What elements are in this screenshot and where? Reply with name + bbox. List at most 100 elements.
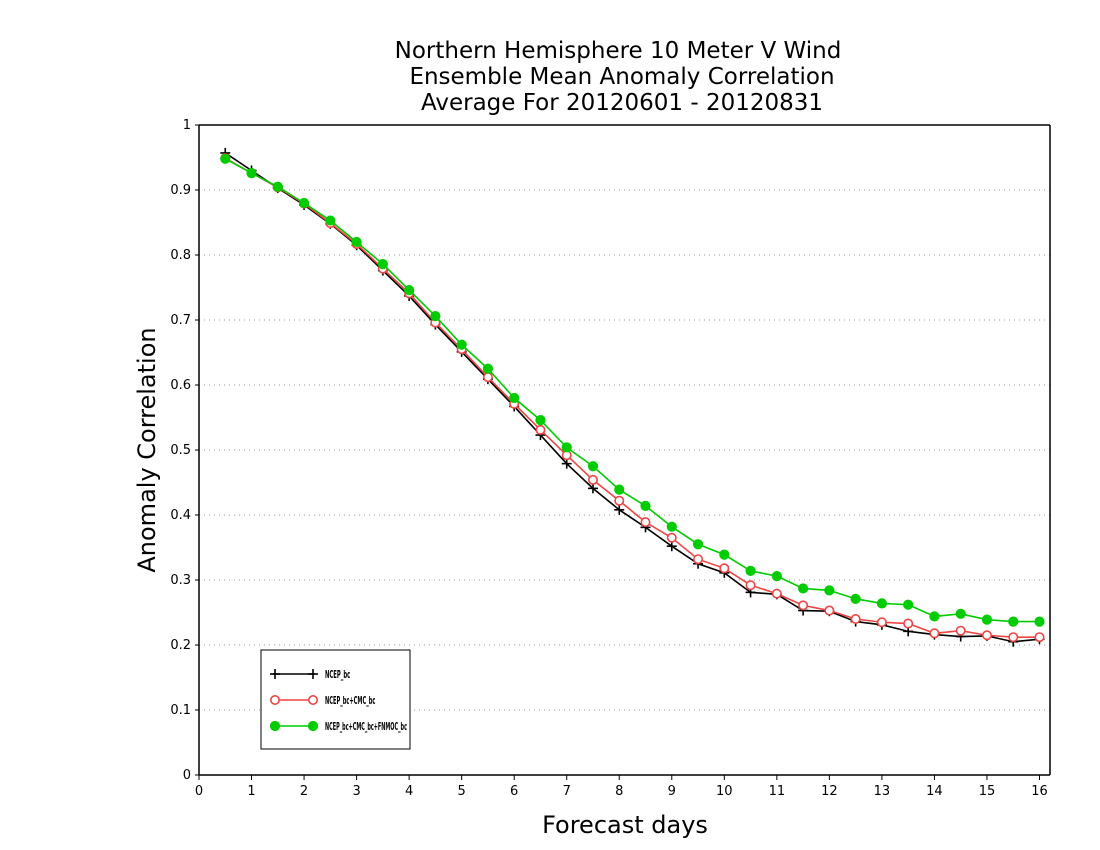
legend: NCEP_bc NCEP_bc+CMC_bc NCEP_bc+CMC_bc+FNMO… — [260, 649, 411, 750]
data-point — [482, 372, 493, 383]
data-point — [745, 580, 756, 591]
series-layer — [220, 147, 1045, 647]
x-tick-label: 1 — [247, 784, 255, 799]
x-tick-label: 6 — [510, 784, 518, 799]
legend-label: NCEP_bc — [325, 668, 350, 681]
x-tick-label: 7 — [563, 784, 571, 799]
data-point — [561, 458, 572, 469]
data-point — [377, 259, 388, 270]
y-tick-label: 0.5 — [170, 443, 191, 458]
legend-label: NCEP_bc+CMC_bc+FNMOC_bc — [325, 720, 407, 733]
data-point — [666, 541, 677, 552]
data-point — [456, 339, 467, 350]
data-point — [771, 588, 782, 599]
grid-lines — [199, 124, 1050, 711]
data-point — [640, 517, 651, 528]
data-point — [220, 153, 231, 164]
data-point — [929, 628, 940, 639]
x-tick-label: 5 — [458, 784, 466, 799]
y-tick-label: 0.3 — [170, 573, 191, 588]
data-point — [587, 483, 598, 494]
data-point — [535, 424, 546, 435]
data-point — [561, 442, 572, 453]
y-axis: 0 0.1 0.2 0.3 0.4 0.5 0.6 0.7 0.8 0.9 1 — [170, 118, 199, 783]
y-axis-label: Anomaly Correlation — [133, 327, 161, 572]
x-axis: 0 1 2 3 4 5 6 7 8 9 10 11 12 13 14 15 16 — [195, 775, 1048, 799]
series-2 — [220, 153, 1045, 643]
data-point — [666, 532, 677, 543]
data-point — [955, 608, 966, 619]
x-tick-label: 10 — [716, 784, 733, 799]
data-point — [981, 630, 992, 641]
data-point — [640, 500, 651, 511]
data-point — [614, 495, 625, 506]
x-axis-label: Forecast days — [542, 811, 708, 839]
data-point — [509, 392, 520, 404]
x-tick-label: 8 — [615, 784, 623, 799]
data-point — [269, 720, 281, 732]
data-point — [955, 625, 966, 636]
x-tick-label: 12 — [821, 784, 838, 799]
data-point — [692, 539, 704, 550]
data-point — [351, 236, 362, 248]
data-point — [771, 571, 782, 582]
data-point — [850, 613, 861, 624]
y-tick-label: 0.4 — [170, 508, 191, 523]
data-point — [981, 614, 993, 625]
data-point — [1008, 616, 1019, 627]
data-point — [272, 181, 283, 192]
data-point — [587, 474, 598, 485]
x-tick-label: 0 — [195, 784, 203, 799]
data-point — [246, 168, 257, 179]
x-tick-label: 14 — [926, 784, 943, 799]
y-tick-label: 0 — [183, 768, 191, 783]
data-point — [482, 363, 494, 374]
data-point — [693, 554, 704, 565]
data-point — [876, 598, 888, 609]
series-line — [224, 158, 1040, 623]
chart-title: Northern Hemisphere 10 Meter V Wind Ense… — [395, 38, 842, 116]
data-point — [535, 415, 546, 426]
legend-item-1: NCEP_bc — [270, 668, 350, 681]
data-point — [798, 600, 809, 611]
data-point — [876, 617, 887, 628]
chart-title-line-2: Ensemble Mean Anomaly Correlation — [409, 64, 834, 90]
x-tick-label: 4 — [405, 784, 413, 799]
data-point — [745, 565, 756, 577]
data-point — [903, 618, 914, 629]
data-point — [824, 605, 835, 616]
data-point — [587, 461, 599, 472]
data-point — [325, 215, 336, 226]
x-tick-label: 11 — [769, 784, 786, 799]
legend-item-3: NCEP_bc+CMC_bc+FNMOC_bc — [269, 720, 407, 733]
series-line — [224, 157, 1040, 639]
chart-title-line-3: Average For 20120601 - 20120831 — [421, 90, 823, 116]
data-point — [1034, 632, 1045, 643]
legend-box — [260, 649, 411, 750]
y-tick-label: 0.9 — [170, 183, 191, 198]
y-tick-label: 0.6 — [170, 378, 191, 393]
data-point — [824, 585, 835, 596]
series-3 — [220, 153, 1045, 627]
data-point — [798, 583, 809, 594]
data-point — [404, 285, 415, 296]
data-point — [719, 563, 730, 574]
x-tick-label: 15 — [979, 784, 996, 799]
y-tick-label: 0.1 — [170, 703, 191, 718]
data-point — [1008, 632, 1019, 643]
legend-item-2: NCEP_bc+CMC_bc — [269, 694, 375, 707]
data-point — [1034, 616, 1045, 627]
series-line — [224, 152, 1040, 643]
x-tick-label: 9 — [668, 784, 676, 799]
data-point — [719, 549, 730, 560]
chart-title-line-1: Northern Hemisphere 10 Meter V Wind — [395, 38, 842, 64]
y-tick-label: 0.8 — [170, 248, 191, 263]
legend-label: NCEP_bc+CMC_bc — [325, 694, 375, 707]
data-point — [850, 593, 861, 604]
y-tick-label: 0.2 — [170, 638, 191, 653]
y-tick-label: 1 — [183, 118, 191, 133]
x-tick-label: 2 — [300, 784, 308, 799]
data-point — [929, 611, 940, 622]
data-point — [308, 669, 318, 679]
